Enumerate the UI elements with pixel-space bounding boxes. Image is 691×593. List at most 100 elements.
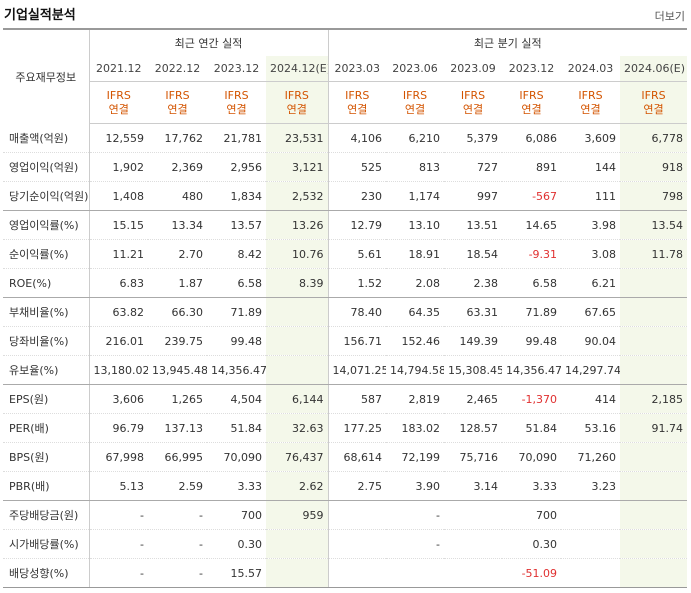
cell-value bbox=[266, 529, 329, 559]
period-header: 2023.12 bbox=[502, 56, 562, 82]
cell-value bbox=[266, 326, 329, 356]
period-header: 2023.12 bbox=[207, 56, 266, 82]
cell-value: 6,144 bbox=[266, 384, 329, 414]
cell-value: 71.89 bbox=[207, 297, 266, 327]
period-header: 2021.12 bbox=[89, 56, 148, 82]
cell-value: 17,762 bbox=[148, 123, 207, 153]
cell-value: 3.90 bbox=[386, 471, 445, 501]
row-label: 배당성향(%) bbox=[3, 558, 90, 588]
cell-value: 8.39 bbox=[266, 268, 329, 298]
row-label: 시가배당률(%) bbox=[3, 529, 90, 559]
cell-value: 0.30 bbox=[502, 529, 562, 559]
table-row: ROE(%) 6.83 1.87 6.58 8.39 1.52 2.08 2.38 6.58 6.… bbox=[3, 268, 688, 298]
basis-header: IFRS 연결 bbox=[620, 81, 688, 124]
cell-value: 2,532 bbox=[266, 181, 329, 211]
cell-value: 6.21 bbox=[561, 268, 621, 298]
cell-value bbox=[561, 529, 621, 559]
table-row: 순이익률(%) 11.21 2.70 8.42 10.76 5.61 18.91 18.54-… bbox=[3, 239, 688, 269]
cell-value: 3,609 bbox=[561, 123, 621, 153]
cell-value bbox=[386, 558, 445, 588]
cell-value: 32.63 bbox=[266, 413, 329, 443]
row-label: 영업이익(억원) bbox=[3, 152, 90, 182]
quarter-group-header: 최근 분기 실적 bbox=[328, 28, 688, 56]
more-link[interactable]: 더보기 bbox=[654, 10, 685, 23]
cell-value: 587 bbox=[328, 384, 387, 414]
cell-value: 6.58 bbox=[502, 268, 562, 298]
cell-value: 813 bbox=[386, 152, 445, 182]
cell-value: 111 bbox=[561, 181, 621, 211]
cell-value: 2,185 bbox=[620, 384, 688, 414]
row-label: 당기순이익(억원) bbox=[3, 181, 90, 211]
cell-value: 13,945.48 bbox=[148, 355, 207, 385]
cell-value: 891 bbox=[502, 152, 562, 182]
table-row: 영업이익률(%) 15.15 13.34 13.57 13.26 12.79 13.10 13… bbox=[3, 210, 688, 240]
cell-value: 149.39 bbox=[444, 326, 503, 356]
cell-value: 78.40 bbox=[328, 297, 387, 327]
cell-value: 414 bbox=[561, 384, 621, 414]
cell-value: 66,995 bbox=[148, 442, 207, 472]
cell-value bbox=[620, 268, 688, 298]
cell-value: 1,834 bbox=[207, 181, 266, 211]
cell-value: 6.58 bbox=[207, 268, 266, 298]
cell-value: -9.31 bbox=[502, 239, 562, 269]
cell-value: 1.87 bbox=[148, 268, 207, 298]
cell-value: 96.79 bbox=[89, 413, 148, 443]
cell-value: 3,121 bbox=[266, 152, 329, 182]
cell-value bbox=[620, 471, 688, 501]
cell-value: 15.57 bbox=[207, 558, 266, 588]
cell-value: 6,778 bbox=[620, 123, 688, 153]
cell-value: 2.70 bbox=[148, 239, 207, 269]
table-row: 영업이익(억원) 1,902 2,369 2,956 3,121 525 813 727 891… bbox=[3, 152, 688, 182]
cell-value: 3.23 bbox=[561, 471, 621, 501]
cell-value: 5,379 bbox=[444, 123, 503, 153]
cell-value: 90.04 bbox=[561, 326, 621, 356]
row-label: 순이익률(%) bbox=[3, 239, 90, 269]
cell-value: 3.08 bbox=[561, 239, 621, 269]
row-label: 부채비율(%) bbox=[3, 297, 90, 327]
cell-value: 997 bbox=[444, 181, 503, 211]
cell-value: 1,174 bbox=[386, 181, 445, 211]
row-label: ROE(%) bbox=[3, 268, 90, 298]
cell-value: 6,210 bbox=[386, 123, 445, 153]
cell-value: 14,356.47 bbox=[207, 355, 266, 385]
cell-value: 2.08 bbox=[386, 268, 445, 298]
basis-header: IFRS 연결 bbox=[444, 81, 503, 124]
cell-value bbox=[328, 529, 387, 559]
cell-value: 64.35 bbox=[386, 297, 445, 327]
cell-value: 68,614 bbox=[328, 442, 387, 472]
cell-value: - bbox=[89, 558, 148, 588]
cell-value: 2,369 bbox=[148, 152, 207, 182]
cell-value bbox=[266, 355, 329, 385]
cell-value: 67.65 bbox=[561, 297, 621, 327]
cell-value: 239.75 bbox=[148, 326, 207, 356]
cell-value: 63.82 bbox=[89, 297, 148, 327]
cell-value: 23,531 bbox=[266, 123, 329, 153]
cell-value: 76,437 bbox=[266, 442, 329, 472]
cell-value bbox=[266, 558, 329, 588]
table-row: 주당배당금(원) - -700 959-700 bbox=[3, 500, 688, 530]
period-header: 2024.06(E) bbox=[620, 56, 688, 82]
cell-value: 2.75 bbox=[328, 471, 387, 501]
cell-value: 798 bbox=[620, 181, 688, 211]
cell-value: 480 bbox=[148, 181, 207, 211]
cell-value: 177.25 bbox=[328, 413, 387, 443]
cell-value: 13.51 bbox=[444, 210, 503, 240]
cell-value: - bbox=[89, 500, 148, 530]
table-row: EPS(원) 3,606 1,265 4,504 6,144 587 2,819 2,465-… bbox=[3, 384, 688, 414]
table-row: 매출액(억원) 12,559 17,762 21,781 23,531 4,106 6,21… bbox=[3, 123, 688, 153]
table-row: PBR(배) 5.13 2.59 3.33 2.62 2.75 3.90 3.14 3.33 3.… bbox=[3, 471, 688, 501]
cell-value bbox=[266, 297, 329, 327]
cell-value: - bbox=[386, 529, 445, 559]
cell-value: - bbox=[148, 529, 207, 559]
cell-value bbox=[620, 500, 688, 530]
cell-value: 18.54 bbox=[444, 239, 503, 269]
cell-value bbox=[328, 558, 387, 588]
cell-value: 137.13 bbox=[148, 413, 207, 443]
cell-value bbox=[620, 326, 688, 356]
table-row: 부채비율(%) 63.82 66.30 71.89 78.40 64.35 63.31 71.… bbox=[3, 297, 688, 327]
cell-value: - bbox=[148, 558, 207, 588]
row-label: 주당배당금(원) bbox=[3, 500, 90, 530]
cell-value: 3.33 bbox=[207, 471, 266, 501]
cell-value: 1,902 bbox=[89, 152, 148, 182]
cell-value: 15.15 bbox=[89, 210, 148, 240]
